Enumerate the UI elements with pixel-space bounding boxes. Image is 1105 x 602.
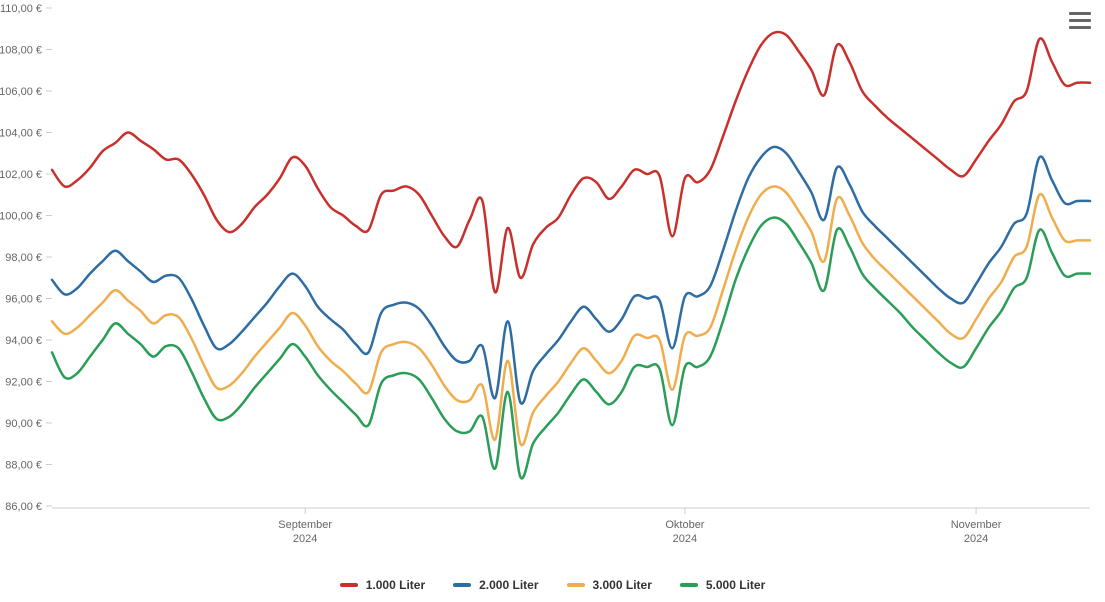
chart-container: 86,00 € 88,00 € 90,00 € 92,00 € 94,00 € 96,00… xyxy=(0,0,1105,602)
legend-item[interactable]: 5.000 Liter xyxy=(680,578,765,592)
y-axis-label: 98,00 € xyxy=(5,252,42,264)
legend-swatch xyxy=(680,583,698,587)
x-axis-label: Oktober xyxy=(665,519,704,531)
legend-label: 3.000 Liter xyxy=(593,578,652,592)
y-axis-label: 100,00 € xyxy=(0,211,42,223)
y-axis-label: 94,00 € xyxy=(5,335,42,347)
x-axis-label: September xyxy=(278,519,332,531)
chart-legend: 1.000 Liter 2.000 Liter 3.000 Liter 5.000 L… xyxy=(0,576,1105,592)
x-axis-label: November xyxy=(951,519,1002,531)
series-line xyxy=(52,32,1090,293)
y-axis-label: 86,00 € xyxy=(5,501,42,513)
legend-label: 1.000 Liter xyxy=(366,578,425,592)
legend-item[interactable]: 2.000 Liter xyxy=(453,578,538,592)
series-line xyxy=(52,218,1090,479)
hamburger-menu-icon[interactable] xyxy=(1069,12,1091,30)
legend-swatch xyxy=(453,583,471,587)
legend-label: 2.000 Liter xyxy=(479,578,538,592)
y-axis-label: 110,00 € xyxy=(0,3,42,15)
line-chart: 86,00 € 88,00 € 90,00 € 92,00 € 94,00 € 96,00… xyxy=(0,0,1105,562)
legend-item[interactable]: 1.000 Liter xyxy=(340,578,425,592)
legend-label: 5.000 Liter xyxy=(706,578,765,592)
y-axis-label: 102,00 € xyxy=(0,169,42,181)
y-axis-label: 90,00 € xyxy=(5,418,42,430)
series-line xyxy=(52,147,1090,404)
y-axis-label: 92,00 € xyxy=(5,377,42,389)
y-axis-label: 108,00 € xyxy=(0,45,42,57)
x-axis-label: 2024 xyxy=(964,533,988,545)
y-axis-label: 104,00 € xyxy=(0,128,42,140)
y-axis-label: 88,00 € xyxy=(5,460,42,472)
x-axis-label: 2024 xyxy=(293,533,317,545)
y-axis-label: 106,00 € xyxy=(0,86,42,98)
y-axis-label: 96,00 € xyxy=(5,294,42,306)
legend-swatch xyxy=(340,583,358,587)
legend-item[interactable]: 3.000 Liter xyxy=(567,578,652,592)
legend-swatch xyxy=(567,583,585,587)
x-axis-label: 2024 xyxy=(673,533,697,545)
